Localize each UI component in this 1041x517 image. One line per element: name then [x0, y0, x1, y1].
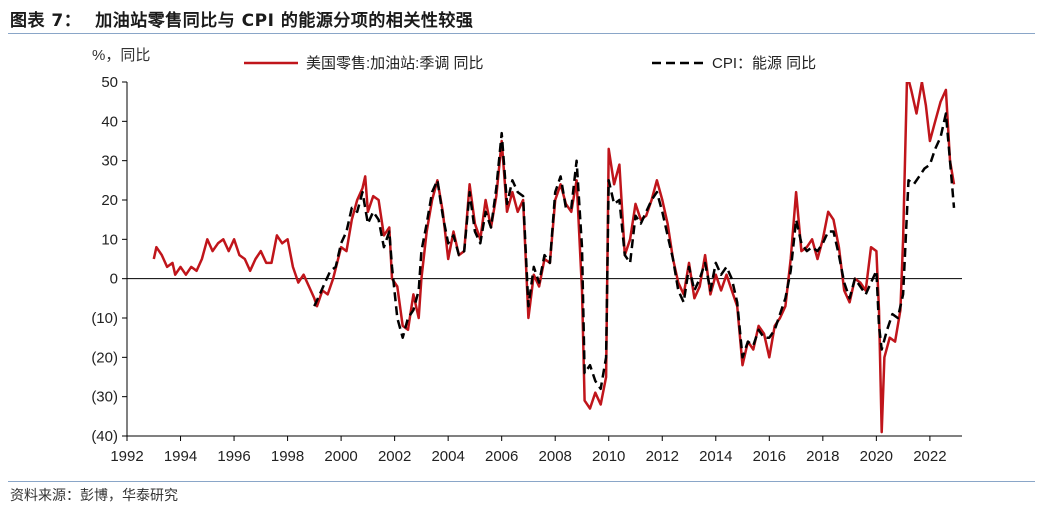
x-tick-label: 2014: [699, 448, 732, 465]
legend-label-retail: 美国零售:加油站:季调 同比: [306, 55, 484, 72]
figure-title: 图表 7： 加油站零售同比与 CPI 的能源分项的相关性较强: [10, 6, 473, 31]
chart: %，同比 美国零售:加油站:季调 同比 CPI：能源 同比 5040302010…: [91, 47, 962, 465]
y-tick-label: (10): [91, 310, 118, 327]
source-rule: [8, 481, 1035, 482]
x-tick-label: 2018: [806, 448, 839, 465]
x-tick-label: 2020: [860, 448, 893, 465]
x-tick-label: 2006: [485, 448, 518, 465]
source-note: 资料来源：彭博，华泰研究: [10, 488, 178, 504]
series-line-cpi: [313, 112, 956, 391]
legend: 美国零售:加油站:季调 同比 CPI：能源 同比: [244, 55, 816, 72]
y-tick-label: 20: [101, 192, 118, 209]
x-tick-label: 2000: [324, 448, 357, 465]
y-tick-label: (20): [91, 349, 118, 366]
x-tick-label: 2012: [646, 448, 679, 465]
x-tick-label: 1998: [271, 448, 304, 465]
figure-number: 图表 7：: [10, 11, 82, 31]
figure-title-text: 加油站零售同比与 CPI 的能源分项的相关性较强: [95, 11, 474, 31]
y-tick-label: 40: [101, 113, 118, 130]
series-line-retail: [152, 82, 956, 434]
y-tick-label: 50: [101, 74, 118, 91]
x-tick-label: 2008: [539, 448, 572, 465]
x-tick-label: 2016: [753, 448, 786, 465]
x-tick-label: 1992: [110, 448, 143, 465]
y-tick-label: 10: [101, 231, 118, 248]
x-tick-label: 2022: [913, 448, 946, 465]
y-tick-label: 0: [110, 271, 118, 288]
plot-area: [152, 82, 956, 434]
y-tick-label: (30): [91, 389, 118, 406]
x-tick-label: 1994: [164, 448, 197, 465]
y-tick-label: (40): [91, 428, 118, 445]
x-tick-label: 2010: [592, 448, 625, 465]
x-tick-label: 2004: [431, 448, 464, 465]
title-rule: [8, 33, 1035, 34]
x-tick-label: 2002: [378, 448, 411, 465]
x-tick-label: 1996: [217, 448, 250, 465]
legend-label-cpi: CPI：能源 同比: [712, 55, 816, 72]
y-tick-label: 30: [101, 153, 118, 170]
y-axis-label: %，同比: [92, 47, 150, 64]
